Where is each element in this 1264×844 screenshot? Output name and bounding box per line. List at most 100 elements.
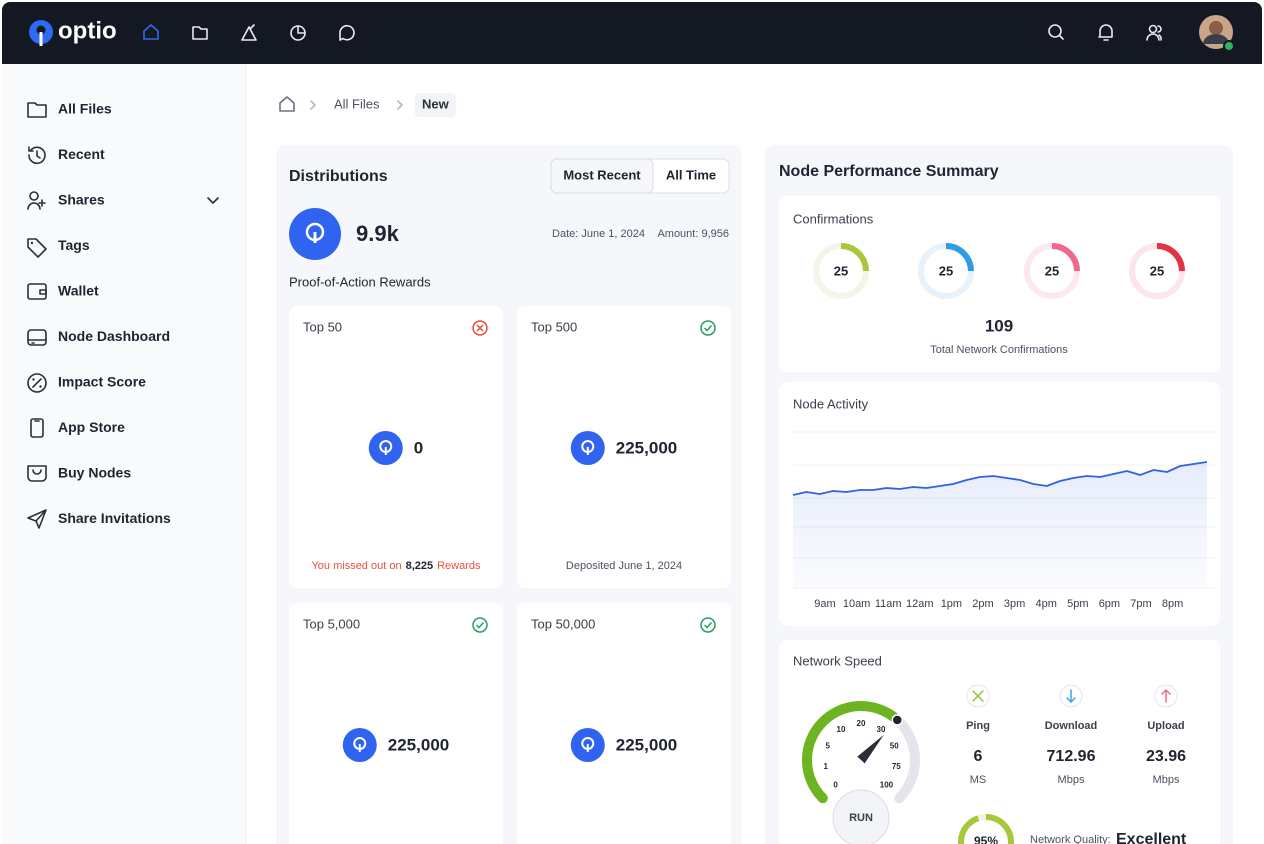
confirmation-donuts: 25 25 25 25 [813,243,1185,299]
reward-tile [289,603,503,844]
sidebar-item[interactable]: All Files [58,101,112,117]
rewards-subtitle: Proof-of-Action Rewards [289,274,431,289]
metric-value: 23.96 [1146,748,1186,765]
filter-button[interactable]: Most Recent [563,167,641,182]
filter-button[interactable]: All Time [666,167,716,182]
network-quality: 95% Network Quality: Excellent [958,814,1187,844]
run-button-label[interactable]: RUN [849,812,873,824]
donut-label: 25 [1045,263,1059,278]
metric-label: Upload [1147,720,1184,732]
breadcrumb-separator [310,100,316,110]
breadcrumb-item[interactable]: All Files [334,96,380,111]
metric-value: 712.96 [1047,748,1096,765]
breadcrumb-current-bg [415,93,456,117]
status-missed [472,320,488,336]
metric-unit: Mbps [1058,774,1085,786]
metric-unit: Mbps [1153,774,1180,786]
nav-search[interactable] [1048,24,1064,40]
tile-footer-value: 8,225 [406,560,434,572]
breadcrumb-separator [397,100,403,110]
x-tick-label: 3pm [1004,598,1025,610]
gauge-tick-label: 75 [892,762,901,771]
run-button[interactable] [832,789,890,844]
donut-arc [1051,243,1080,272]
distribution-amount: Amount: 9,956 [657,228,729,240]
status-ok-check [703,621,713,629]
tile-footer-text: Deposited June 1, 2024 [566,560,682,572]
status-ok-check [703,324,713,332]
status-ok-check [475,621,485,629]
token-icon-stem [313,232,317,243]
tile-amount-group: 225,000 [570,728,677,762]
token-icon-stem [586,447,589,455]
quality-arc [958,814,1014,844]
sidebar-item[interactable]: App Store [58,419,125,435]
donut-arc [840,243,869,272]
nav-files[interactable] [192,26,208,40]
confirmations-total-label: Total Network Confirmations [930,344,1068,356]
sidebar-item[interactable]: Shares [58,192,105,208]
sidebar-item[interactable]: Recent [58,146,105,162]
donut-label: 25 [1150,263,1164,278]
sidebar-item[interactable]: Share Invitations [58,510,171,526]
reward-tile [517,306,731,588]
logo-stem [39,32,43,46]
donut-arc [1156,243,1185,272]
x-tick-label: 7pm [1130,598,1151,610]
panel-title: Network Speed [793,653,882,668]
token-icon-stem [384,447,387,455]
gauge-tick-label: 30 [877,725,886,734]
sidebar-item[interactable]: Wallet [58,283,99,299]
nav-bell[interactable] [1098,24,1113,41]
avatar[interactable] [1199,15,1235,52]
nav-chart[interactable] [290,25,306,41]
panel-title: Confirmations [793,211,874,226]
breadcrumb-home[interactable] [279,96,295,112]
tile-label: Top 50 [303,319,342,334]
sidebar-item[interactable]: Tags [58,237,90,253]
gauge-tick-label: 20 [857,719,866,728]
total-amount: 9.9k [356,221,400,246]
sidebar-item[interactable]: Impact Score [58,374,146,390]
confirmations-panel [779,196,1220,372]
donut-arc [945,243,974,272]
gauge-fill [802,701,903,804]
tile-label: Top 50,000 [531,616,595,631]
nav-shapes[interactable] [241,24,257,41]
nav-users[interactable] [1146,24,1162,41]
confirmations-total: 109 [985,316,1013,335]
tile-footer-prefix: You missed out on [311,560,401,572]
activity-chart: 9am 10am 11am 12am 1pm 2pm 3pm 4pm 5pm 6pm 7pm 8pm [792,461,1208,610]
gauge-tick-label: 5 [826,741,831,750]
activity-area [793,462,1207,588]
tile-footer: You missed out on 8,225 Rewards [311,560,481,572]
quality-rating: Excellent [1116,831,1187,844]
distribution-date: Date: June 1, 2024 [552,228,645,240]
breadcrumb-item: New [422,96,450,111]
logo-text: optio [58,17,117,44]
sidebar [2,64,246,844]
x-tick-label: 1pm [941,598,962,610]
gauge-knob [891,714,904,726]
nav-chat[interactable] [339,25,355,41]
nav-home[interactable] [143,24,159,40]
tile-amount-group: 225,000 [570,431,677,465]
tile-footer: Deposited June 1, 2024 [566,560,682,572]
status-ok [700,617,716,633]
sidebar-item[interactable]: Node Dashboard [58,328,170,344]
x-tick-label: 4pm [1035,598,1056,610]
speed-metrics: Ping 6 MS Download 712.96 Mbps Upload 23.96 Mbps [966,684,1186,786]
x-tick-label: 12am [906,598,934,610]
token-icon-stem [358,744,361,752]
x-tick-label: 11am [875,598,902,610]
tile-amount: 225,000 [616,438,677,457]
sidebar-item[interactable]: Buy Nodes [58,465,131,481]
logo-dot [36,25,46,35]
x-tick-label: 9am [814,598,835,610]
quality-label: Network Quality: [1030,834,1111,844]
tile-amount-group: 225,000 [342,728,449,762]
gauge-tick-label: 10 [837,725,846,734]
filter-active-bg [550,158,654,194]
